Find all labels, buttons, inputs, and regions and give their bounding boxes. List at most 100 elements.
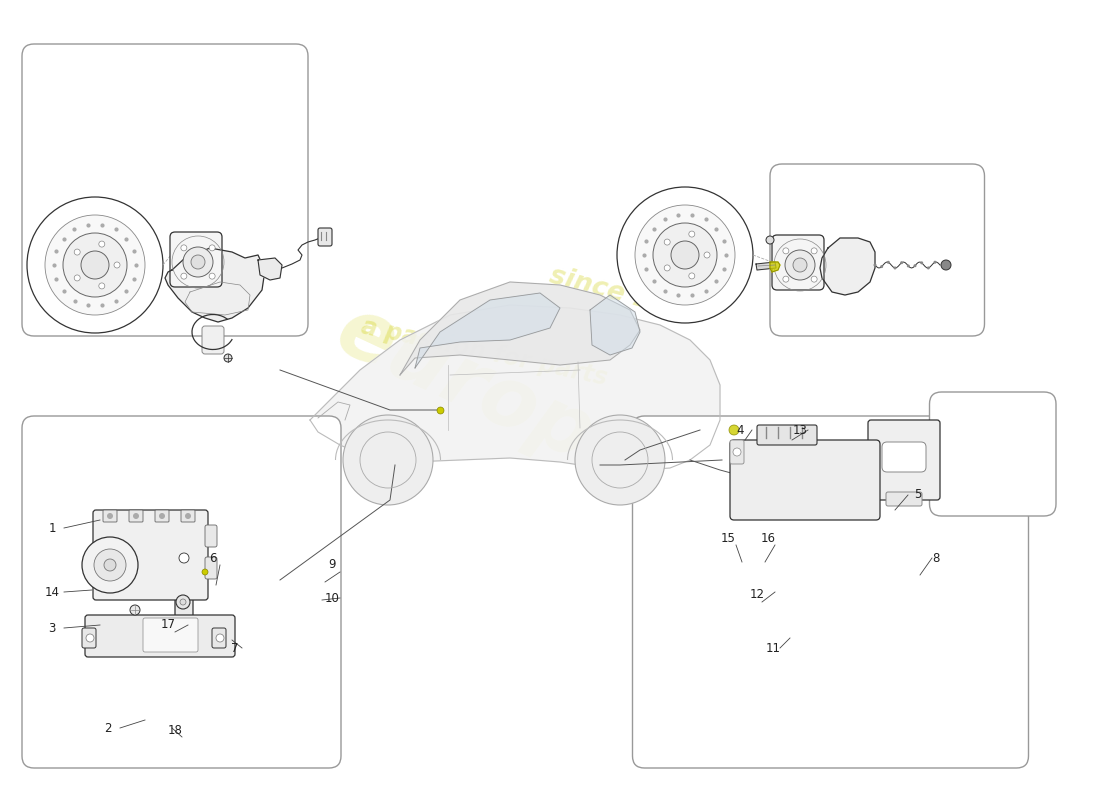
Text: 4: 4: [736, 423, 744, 437]
Circle shape: [99, 283, 104, 289]
Text: europarts: europarts: [324, 290, 776, 558]
Text: 14: 14: [44, 586, 59, 598]
Circle shape: [63, 233, 126, 297]
Circle shape: [216, 634, 224, 642]
Circle shape: [343, 415, 433, 505]
FancyBboxPatch shape: [882, 442, 926, 472]
Circle shape: [793, 258, 807, 272]
FancyBboxPatch shape: [22, 416, 341, 768]
FancyBboxPatch shape: [94, 510, 208, 600]
Polygon shape: [590, 295, 640, 355]
FancyBboxPatch shape: [103, 510, 117, 522]
Circle shape: [86, 634, 94, 642]
Circle shape: [176, 595, 190, 609]
Text: 9: 9: [328, 558, 336, 571]
Circle shape: [873, 263, 877, 266]
Circle shape: [74, 249, 80, 255]
Circle shape: [180, 599, 186, 605]
Text: 16: 16: [760, 531, 775, 545]
Text: 10: 10: [324, 591, 340, 605]
Circle shape: [934, 261, 936, 264]
Circle shape: [160, 513, 165, 519]
Circle shape: [179, 553, 189, 563]
Text: 15: 15: [720, 531, 736, 545]
Circle shape: [940, 260, 952, 270]
Circle shape: [921, 262, 923, 264]
Circle shape: [209, 245, 216, 251]
FancyBboxPatch shape: [22, 44, 308, 336]
Text: 5: 5: [914, 489, 922, 502]
Circle shape: [114, 262, 120, 268]
Polygon shape: [400, 282, 640, 375]
Circle shape: [664, 239, 670, 245]
Polygon shape: [310, 305, 720, 470]
Circle shape: [183, 247, 213, 277]
Text: 11: 11: [766, 642, 781, 654]
Text: 12: 12: [749, 589, 764, 602]
Circle shape: [575, 415, 666, 505]
Circle shape: [689, 273, 695, 279]
Text: 1: 1: [48, 522, 56, 534]
Circle shape: [130, 605, 140, 615]
Circle shape: [783, 276, 789, 282]
Text: 13: 13: [793, 423, 807, 437]
Polygon shape: [165, 248, 265, 322]
FancyBboxPatch shape: [930, 392, 1056, 516]
Circle shape: [107, 513, 113, 519]
Circle shape: [811, 248, 817, 254]
Circle shape: [671, 241, 698, 269]
Text: since 1984: since 1984: [547, 262, 707, 330]
Circle shape: [202, 569, 208, 575]
FancyBboxPatch shape: [182, 510, 195, 522]
Circle shape: [880, 265, 883, 268]
Circle shape: [617, 187, 754, 323]
FancyBboxPatch shape: [205, 525, 217, 547]
Circle shape: [766, 236, 774, 244]
Circle shape: [729, 425, 739, 435]
Circle shape: [927, 266, 930, 270]
FancyBboxPatch shape: [82, 628, 96, 648]
FancyBboxPatch shape: [155, 510, 169, 522]
FancyBboxPatch shape: [202, 326, 224, 354]
FancyBboxPatch shape: [129, 510, 143, 522]
Circle shape: [900, 261, 903, 264]
Circle shape: [893, 266, 896, 270]
Circle shape: [180, 245, 187, 251]
Circle shape: [185, 513, 191, 519]
FancyBboxPatch shape: [730, 440, 744, 464]
Circle shape: [224, 354, 232, 362]
Circle shape: [811, 276, 817, 282]
FancyBboxPatch shape: [632, 416, 1028, 768]
FancyBboxPatch shape: [318, 228, 332, 246]
FancyBboxPatch shape: [170, 232, 222, 287]
FancyBboxPatch shape: [730, 440, 880, 520]
Text: a passion for parts: a passion for parts: [359, 314, 609, 390]
Circle shape: [733, 448, 741, 456]
Text: 3: 3: [48, 622, 56, 634]
Circle shape: [906, 265, 910, 267]
Circle shape: [94, 549, 126, 581]
Circle shape: [653, 223, 717, 287]
Polygon shape: [415, 293, 560, 368]
Circle shape: [45, 215, 145, 315]
Circle shape: [180, 273, 187, 279]
Text: 17: 17: [161, 618, 176, 631]
Polygon shape: [756, 262, 775, 270]
FancyBboxPatch shape: [212, 628, 226, 648]
Circle shape: [209, 273, 216, 279]
Circle shape: [104, 559, 116, 571]
FancyBboxPatch shape: [886, 492, 922, 506]
FancyBboxPatch shape: [175, 540, 192, 635]
Circle shape: [635, 205, 735, 305]
Text: 18: 18: [167, 723, 183, 737]
Circle shape: [82, 537, 138, 593]
Circle shape: [785, 250, 815, 280]
FancyBboxPatch shape: [205, 557, 217, 579]
FancyBboxPatch shape: [757, 425, 817, 445]
FancyBboxPatch shape: [772, 235, 824, 290]
Circle shape: [887, 261, 890, 264]
Circle shape: [689, 231, 695, 237]
Text: 6: 6: [209, 551, 217, 565]
FancyBboxPatch shape: [143, 618, 198, 652]
Polygon shape: [258, 258, 282, 280]
